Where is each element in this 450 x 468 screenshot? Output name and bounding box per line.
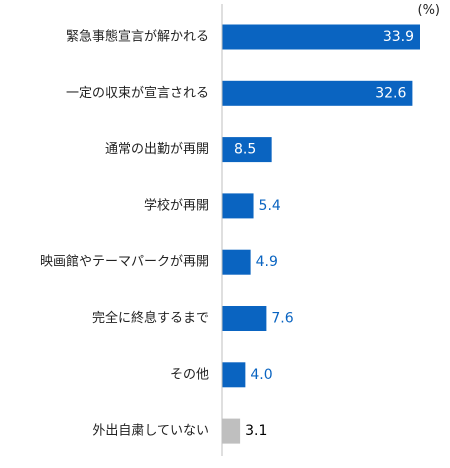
value-label: 4.0 bbox=[250, 367, 272, 383]
value-label: 4.9 bbox=[256, 254, 278, 270]
value-label: 3.1 bbox=[245, 423, 267, 439]
category-label: 映画館やテーマパークが再開 bbox=[40, 255, 209, 270]
bar bbox=[222, 137, 272, 163]
value-label: 5.4 bbox=[259, 198, 281, 214]
bars-layer: 緊急事態宣言が解かれる 33.9 一定の収束が宣言される 32.6 通常の出勤が再開 8.… bbox=[40, 24, 420, 444]
bar bbox=[222, 418, 241, 444]
bar bbox=[222, 362, 246, 388]
category-label: 一定の収束が宣言される bbox=[66, 85, 209, 101]
value-label: 33.9 bbox=[383, 29, 414, 45]
category-label: 学校が再開 bbox=[144, 197, 209, 213]
unit-label: (%) bbox=[418, 3, 441, 18]
category-label: 完全に終息するまで bbox=[92, 310, 209, 326]
bar bbox=[222, 80, 413, 106]
category-label: 外出自粛していない bbox=[92, 424, 209, 439]
value-label: 32.6 bbox=[375, 85, 406, 101]
bar bbox=[222, 24, 420, 50]
bar bbox=[222, 306, 267, 331]
category-label: 緊急事態宣言が解かれる bbox=[66, 29, 209, 45]
bar bbox=[222, 193, 254, 219]
category-label: その他 bbox=[170, 367, 209, 382]
value-label: 8.5 bbox=[234, 142, 256, 158]
category-label: 通常の出勤が再開 bbox=[105, 142, 209, 157]
value-label: 7.6 bbox=[271, 311, 293, 327]
bar bbox=[222, 249, 251, 275]
